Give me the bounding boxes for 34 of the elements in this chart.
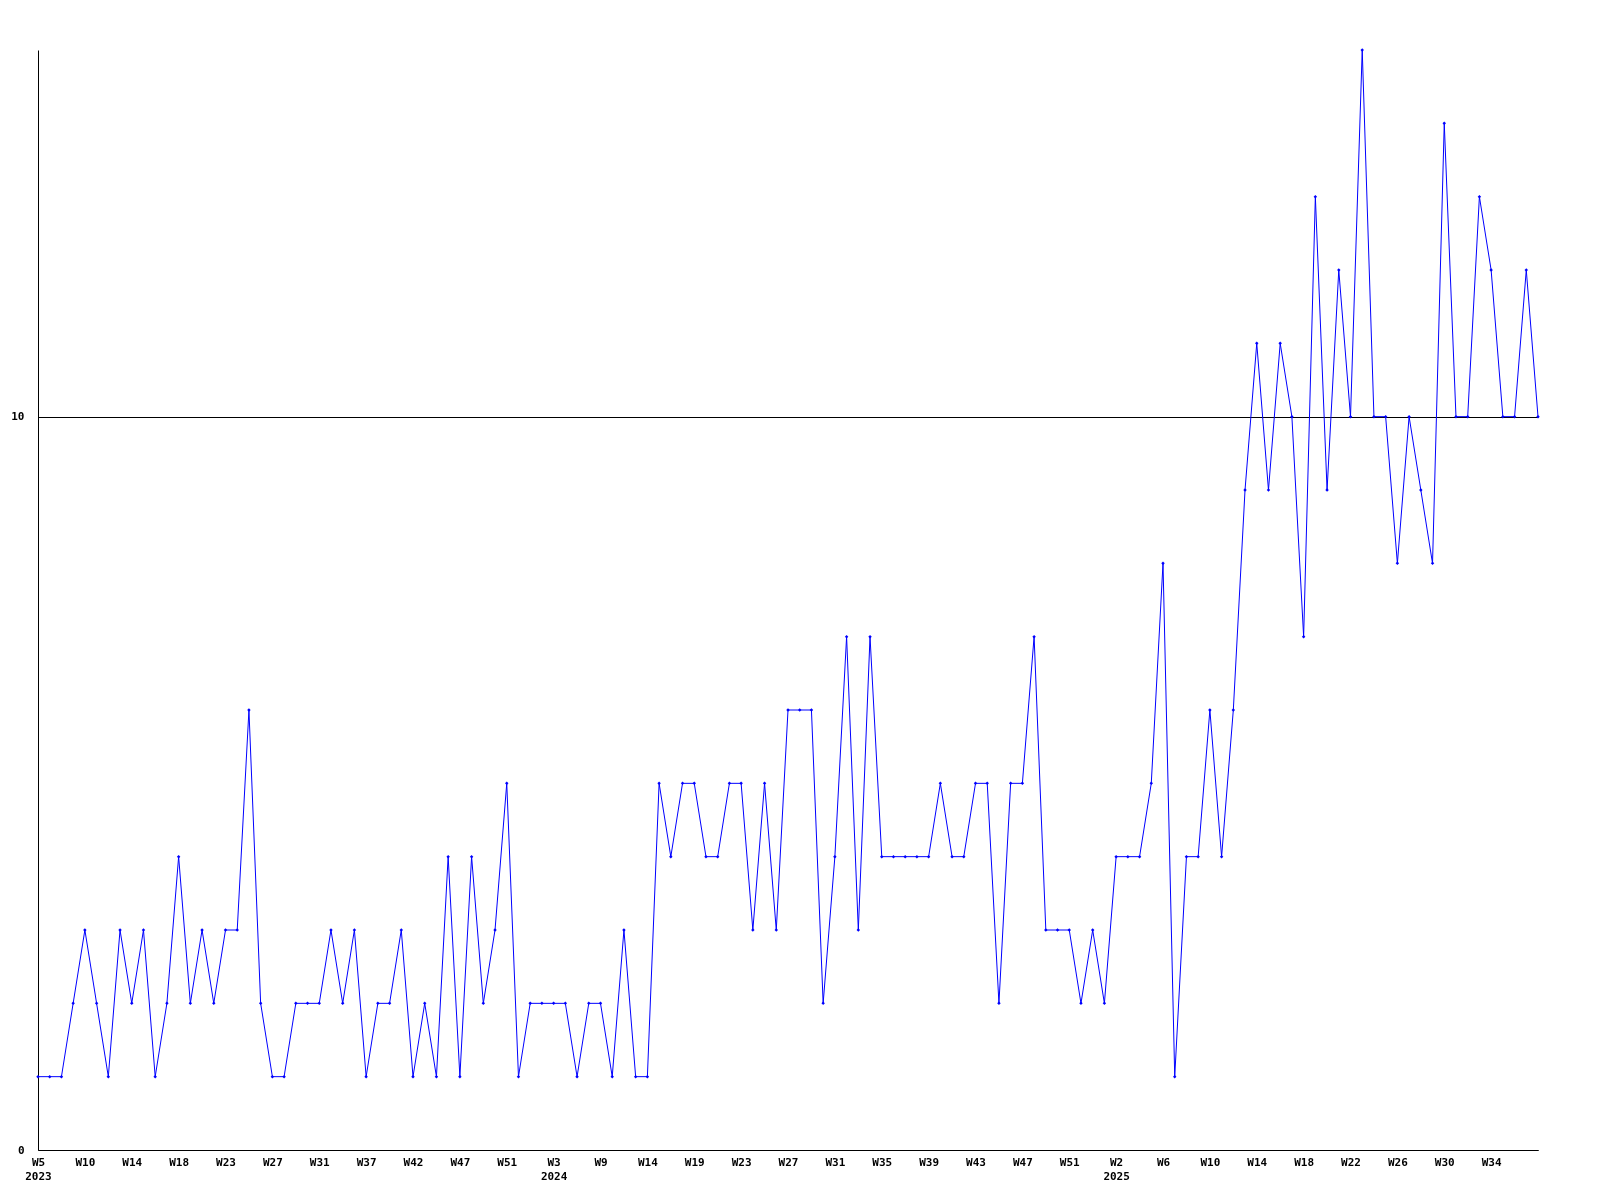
x-tick-label: W51 [1059, 1155, 1081, 1169]
x-tick-label: W19 [684, 1155, 705, 1169]
x-tick-label: W3 2024 [540, 1155, 568, 1183]
x-tick-label: W23 [216, 1155, 236, 1169]
x-tick-label: W34 [1481, 1155, 1502, 1169]
x-tick-label: W27 [778, 1155, 799, 1169]
x-tick-label: W9 [594, 1155, 608, 1169]
x-tick-label: W31 [309, 1155, 331, 1169]
x-tick-label: W26 [1387, 1155, 1409, 1169]
x-tick-label: W42 [403, 1155, 424, 1169]
x-tick-label: W23 [731, 1155, 752, 1169]
x-tick-label: W30 [1434, 1155, 1455, 1169]
x-tick-label: W2 2025 [1103, 1155, 1130, 1183]
y-tick-label: 10 [11, 410, 25, 424]
x-tick-label: W47 [450, 1155, 471, 1169]
x-tick-label: W14 [122, 1155, 143, 1169]
x-tick-label: W35 [872, 1155, 893, 1169]
x-tick-label: W10 [75, 1155, 96, 1169]
x-tick-label: W18 [169, 1155, 190, 1169]
x-tick-label: W14 [1247, 1155, 1268, 1169]
x-tick-label: W37 [356, 1155, 377, 1169]
x-tick-label: W14 [637, 1155, 659, 1169]
x-tick-label: W18 [1294, 1155, 1315, 1169]
x-tick-label: W51 [497, 1155, 518, 1169]
x-tick-label: W10 [1200, 1155, 1221, 1169]
x-tick-label: W5 2023 [25, 1155, 52, 1183]
x-tick-label: W43 [966, 1155, 986, 1169]
x-tick-label: W6 [1156, 1155, 1171, 1169]
x-tick-label: W39 [919, 1155, 940, 1169]
x-tick-label: W47 [1012, 1155, 1033, 1169]
x-tick-label: W31 [825, 1155, 846, 1169]
x-tick-label: W27 [262, 1155, 283, 1169]
y-tick-label: 0 [17, 1143, 25, 1157]
x-tick-label: W22 [1341, 1155, 1361, 1169]
